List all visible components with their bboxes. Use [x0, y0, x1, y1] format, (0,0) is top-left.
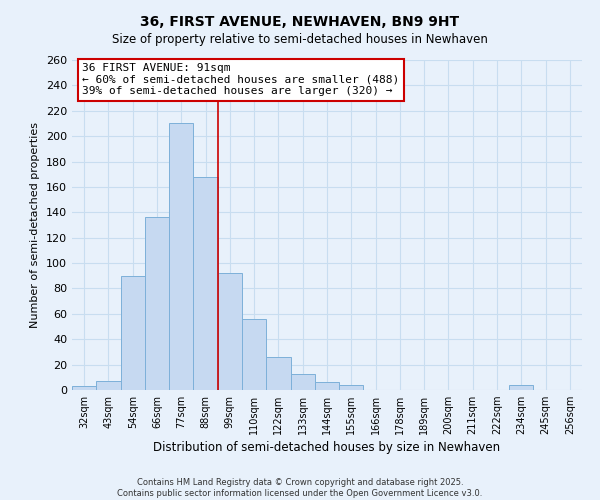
- Bar: [169, 124, 193, 390]
- Text: Size of property relative to semi-detached houses in Newhaven: Size of property relative to semi-detach…: [112, 32, 488, 46]
- Bar: [266, 357, 290, 390]
- Bar: [145, 218, 169, 390]
- Bar: [290, 374, 315, 390]
- Bar: [315, 382, 339, 390]
- Bar: [72, 386, 96, 390]
- Text: Contains HM Land Registry data © Crown copyright and database right 2025.
Contai: Contains HM Land Registry data © Crown c…: [118, 478, 482, 498]
- X-axis label: Distribution of semi-detached houses by size in Newhaven: Distribution of semi-detached houses by …: [154, 442, 500, 454]
- Y-axis label: Number of semi-detached properties: Number of semi-detached properties: [31, 122, 40, 328]
- Bar: [242, 319, 266, 390]
- Bar: [218, 273, 242, 390]
- Bar: [96, 381, 121, 390]
- Bar: [509, 385, 533, 390]
- Bar: [121, 276, 145, 390]
- Bar: [193, 177, 218, 390]
- Text: 36 FIRST AVENUE: 91sqm
← 60% of semi-detached houses are smaller (488)
39% of se: 36 FIRST AVENUE: 91sqm ← 60% of semi-det…: [82, 64, 400, 96]
- Text: 36, FIRST AVENUE, NEWHAVEN, BN9 9HT: 36, FIRST AVENUE, NEWHAVEN, BN9 9HT: [140, 15, 460, 29]
- Bar: [339, 385, 364, 390]
